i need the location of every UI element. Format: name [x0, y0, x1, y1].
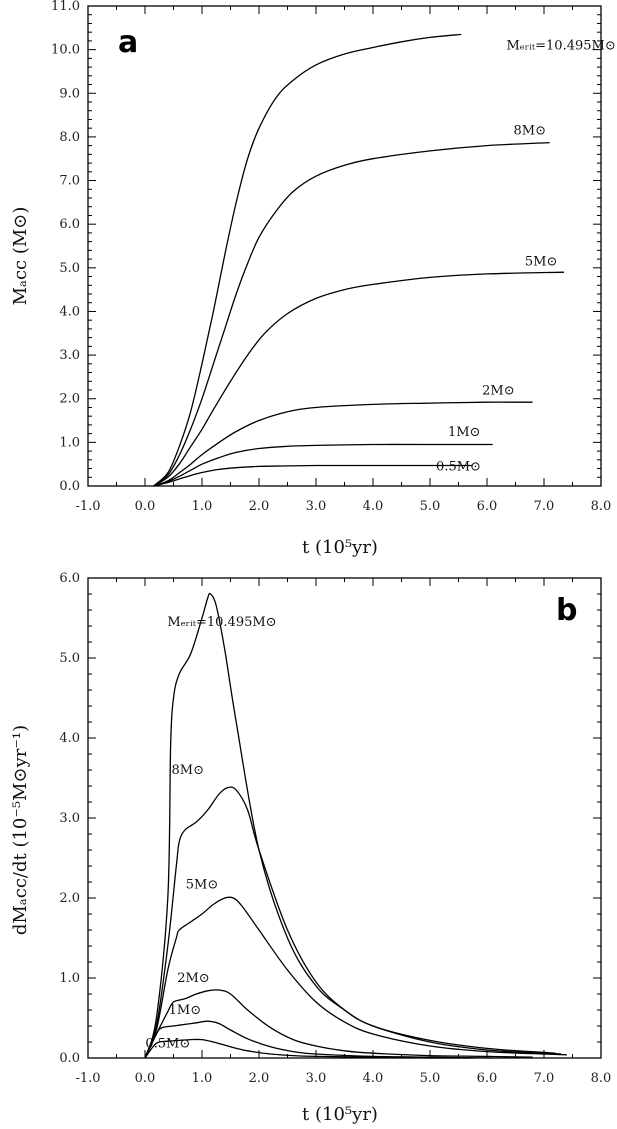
y-tick-label: 0.0 [59, 479, 80, 494]
panel-a: a t (10⁵yr) Mₐcc (M⊙) -1.0 0.0 1.0 2.0 3.0 4.… [10, 0, 616, 558]
y-tick-label: 7.0 [59, 174, 80, 189]
panel-a-series-label-5: 0.5M⊙ [436, 460, 481, 475]
panel-a-series-label-3: 2M⊙ [482, 383, 514, 398]
x-tick-label: 3.0 [306, 1071, 327, 1086]
x-tick-label: 0.0 [135, 499, 156, 514]
y-tick-label: 0.0 [59, 1051, 80, 1066]
y-tick-label: 6.0 [59, 571, 80, 586]
x-tick-label: 4.0 [363, 499, 384, 514]
panel-a-series-line-0 [153, 33, 462, 487]
panel-a-series-label-0: Mₑᵣᵢₜ=10.495M⊙ [506, 39, 615, 54]
x-tick-label: 2.0 [249, 1071, 270, 1086]
y-tick-label: 5.0 [59, 651, 80, 666]
panel-b-curves [144, 592, 567, 1059]
panel-a-series-label-2: 5M⊙ [525, 255, 557, 270]
y-tick-label: 6.0 [59, 217, 80, 232]
panel-a-series-line-5 [153, 464, 473, 487]
x-tick-label: 3.0 [306, 499, 327, 514]
panel-a-series-line-1 [153, 141, 550, 487]
y-tick-label: 3.0 [59, 811, 80, 826]
y-tick-label: 1.0 [59, 971, 80, 986]
panel-a-series-line-3 [153, 401, 533, 487]
x-tick-label: 1.0 [192, 1071, 213, 1086]
panel-b-series-label-2: 5M⊙ [186, 877, 218, 892]
y-tick-label: 8.0 [59, 130, 80, 145]
panel-b-series-label-3: 2M⊙ [177, 971, 209, 986]
panel-a-series-line-2 [153, 271, 565, 487]
y-tick-label: 9.0 [59, 86, 80, 101]
panel-b-ticks: -1.0 0.0 1.0 2.0 3.0 4.0 5.0 6.0 7.0 8.0 0.0 1.0 2.0… [59, 571, 611, 1086]
y-tick-label: 2.0 [59, 891, 80, 906]
x-tick-label: -1.0 [75, 1071, 100, 1086]
x-tick-label: 4.0 [363, 1071, 384, 1086]
x-tick-label: 7.0 [534, 499, 555, 514]
panel-a-label: a [118, 25, 138, 60]
y-tick-label: 1.0 [59, 435, 80, 450]
x-tick-label: 8.0 [591, 1071, 612, 1086]
y-tick-label: 4.0 [59, 731, 80, 746]
panel-b: b t (10⁵yr) dMₐcc/dt (10⁻⁵M⊙yr⁻¹) -1.0 0.… [10, 571, 611, 1125]
panel-b-series-line-1 [144, 786, 562, 1059]
panel-b-series-line-4 [144, 1020, 493, 1059]
x-tick-label: 6.0 [477, 1071, 498, 1086]
panel-b-series-label-1: 8M⊙ [172, 763, 204, 778]
panel-b-series-labels: Mₑᵣᵢₜ=10.495M⊙ 8M⊙ 5M⊙ 2M⊙ 1M⊙ 0.5M⊙ [145, 615, 276, 1052]
panel-b-x-axis-title: t (10⁵yr) [302, 1104, 378, 1125]
y-tick-label: 11.0 [51, 0, 80, 14]
panel-b-series-label-4: 1M⊙ [169, 1003, 201, 1018]
y-tick-label: 4.0 [59, 304, 80, 319]
panel-a-frame [87, 5, 602, 487]
panel-b-series-line-0 [144, 592, 556, 1059]
panel-a-y-axis-title: Mₐcc (M⊙) [10, 207, 31, 306]
x-tick-label: 2.0 [249, 499, 270, 514]
panel-b-y-axis-title: dMₐcc/dt (10⁻⁵M⊙yr⁻¹) [10, 725, 31, 935]
panel-b-series-line-2 [144, 896, 567, 1059]
y-tick-label: 2.0 [59, 392, 80, 407]
x-tick-label: 5.0 [420, 499, 441, 514]
panel-a-series-labels: Mₑᵣᵢₜ=10.495M⊙ 8M⊙ 5M⊙ 2M⊙ 1M⊙ 0.5M⊙ [436, 39, 616, 475]
panel-a-series-line-4 [153, 443, 493, 487]
x-tick-label: 1.0 [192, 499, 213, 514]
x-tick-label: 8.0 [591, 499, 612, 514]
x-tick-label: 0.0 [135, 1071, 156, 1086]
y-tick-label: 10.0 [51, 43, 80, 58]
x-tick-label: 5.0 [420, 1071, 441, 1086]
panel-b-label: b [556, 593, 577, 628]
panel-a-series-label-4: 1M⊙ [448, 425, 480, 440]
panel-a-curves [153, 33, 565, 487]
y-tick-label: 5.0 [59, 261, 80, 276]
panel-b-series-label-0: Mₑᵣᵢₜ=10.495M⊙ [167, 615, 276, 630]
panel-a-ticks: -1.0 0.0 1.0 2.0 3.0 4.0 5.0 6.0 7.0 8.0 0.0 1.0 2.0… [51, 0, 611, 514]
panel-a-x-axis-title: t (10⁵yr) [302, 537, 378, 558]
panel-b-series-label-5: 0.5M⊙ [145, 1037, 190, 1052]
panel-a-series-label-1: 8M⊙ [514, 124, 546, 139]
panel-b-series-line-3 [144, 989, 533, 1059]
y-tick-label: 3.0 [59, 348, 80, 363]
x-tick-label: 6.0 [477, 499, 498, 514]
x-tick-label: 7.0 [534, 1071, 555, 1086]
panel-b-series-line-5 [144, 1038, 473, 1059]
x-tick-label: -1.0 [75, 499, 100, 514]
